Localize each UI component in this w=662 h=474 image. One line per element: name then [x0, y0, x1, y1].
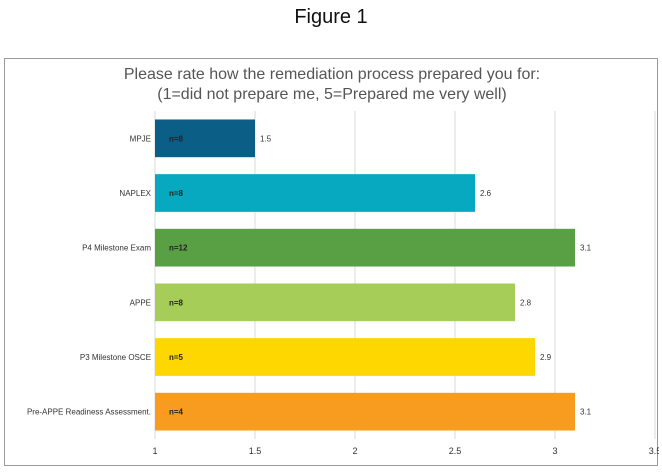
figure-label: Figure 1: [294, 6, 368, 28]
category-label: P3 Milestone OSCE: [80, 353, 151, 362]
x-tick-label: 2: [352, 446, 357, 456]
bar: [155, 283, 515, 322]
sample-size-label: n=12: [169, 244, 188, 253]
chart-subtitle: (1=did not prepare me, 5=Prepared me ver…: [157, 86, 507, 103]
bar: [155, 228, 575, 267]
x-tick-label: 1: [152, 446, 157, 456]
sample-size-label: n=4: [169, 408, 184, 417]
data-label: 2.8: [520, 298, 532, 307]
sample-size-label: n=8: [169, 134, 184, 143]
bar: [155, 119, 255, 158]
data-label: 2.9: [540, 353, 552, 362]
chart-title: Please rate how the remediation process …: [123, 66, 541, 83]
sample-size-label: n=5: [169, 353, 184, 362]
bar-chart: 1 1.5 2 2.5 3 3.5 MPJE n=8 1.5 NAPLEX n=8 2.6 P4 Mil…: [27, 111, 659, 456]
bars: [155, 119, 575, 431]
category-label: APPE: [130, 298, 151, 307]
chart-title-block: Please rate how the remediation process …: [5, 65, 659, 105]
bar: [155, 392, 575, 431]
data-label: 1.5: [260, 134, 272, 143]
chart-frame: Please rate how the remediation process …: [4, 58, 659, 466]
x-tick-label: 1.5: [249, 446, 262, 456]
category-label: NAPLEX: [119, 189, 151, 198]
sample-size-label: n=8: [169, 189, 184, 198]
labels: 1 1.5 2 2.5 3 3.5 MPJE n=8 1.5 NAPLEX n=8 2.6 P4 Mil…: [27, 134, 659, 456]
data-label: 3.1: [580, 408, 592, 417]
data-label: 3.1: [580, 244, 592, 253]
x-tick-label: 2.5: [449, 446, 462, 456]
x-tick-label: 3: [552, 446, 557, 456]
bar: [155, 338, 535, 376]
category-label: MPJE: [130, 134, 151, 143]
bar: [155, 174, 475, 212]
grid-lines: [154, 111, 656, 439]
category-label: P4 Milestone Exam: [82, 244, 151, 253]
sample-size-label: n=8: [169, 298, 184, 307]
data-label: 2.6: [480, 189, 492, 198]
category-label: Pre-APPE Readiness Assessment.: [27, 408, 151, 417]
x-tick-label: 3.5: [649, 446, 659, 456]
